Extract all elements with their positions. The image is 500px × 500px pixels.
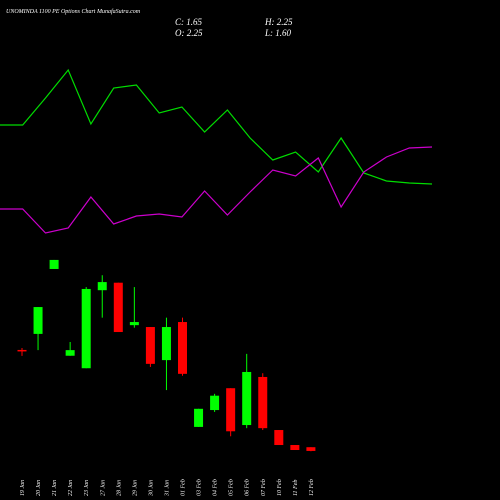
candle-body bbox=[81, 288, 91, 369]
x-tick-label: 27 Jan bbox=[100, 480, 106, 496]
x-tick-label: 06 Feb bbox=[245, 479, 251, 496]
x-tick-label: 23 Jan bbox=[84, 480, 90, 496]
chart-title: UNOMINDA 1100 PE Options Chart MunafaSut… bbox=[6, 8, 141, 15]
close-label: C: 1.65 bbox=[175, 17, 203, 27]
candle-body bbox=[290, 445, 300, 451]
candle-body bbox=[242, 371, 252, 426]
x-tick-label: 01 Feb bbox=[181, 479, 187, 496]
candle-body bbox=[33, 307, 43, 334]
x-tick-label: 31 Jan bbox=[164, 480, 170, 497]
candle-body bbox=[97, 282, 107, 291]
x-tick-label: 03 Feb bbox=[197, 479, 203, 496]
candle-body bbox=[17, 349, 27, 352]
candle-body bbox=[113, 282, 123, 333]
candle-body bbox=[145, 327, 155, 364]
candle-body bbox=[129, 322, 139, 326]
indicator-line bbox=[0, 146, 433, 234]
x-tick-label: 11 Feb bbox=[293, 480, 299, 496]
candle-body bbox=[49, 259, 59, 269]
x-tick-label: 19 Jan bbox=[20, 480, 26, 496]
x-tick-label: 20 Jan bbox=[36, 480, 42, 496]
open-label: O: 2.25 bbox=[175, 28, 203, 38]
candle-body bbox=[65, 350, 75, 356]
x-tick-label: 07 Feb bbox=[261, 479, 267, 496]
x-tick-label: 22 Jan bbox=[68, 480, 74, 496]
candle-body bbox=[194, 408, 204, 427]
high-label: H: 2.25 bbox=[264, 17, 293, 27]
candle-body bbox=[258, 376, 268, 429]
candle-body bbox=[178, 322, 187, 374]
candle-body bbox=[226, 388, 236, 432]
candle-body bbox=[161, 327, 171, 361]
x-tick-label: 10 Feb bbox=[277, 479, 283, 496]
x-tick-label: 30 Jan bbox=[148, 480, 154, 497]
x-tick-label: 05 Feb bbox=[229, 479, 235, 496]
x-tick-label: 28 Jan bbox=[116, 480, 122, 496]
low-label: L: 1.60 bbox=[264, 28, 292, 38]
x-tick-label: 04 Feb bbox=[212, 479, 219, 496]
indicator-line bbox=[0, 68, 433, 185]
candle-body bbox=[306, 447, 316, 451]
x-tick-label: 29 Jan bbox=[132, 480, 138, 496]
x-tick-label: 21 Jan bbox=[52, 480, 58, 496]
x-tick-label: 12 Feb bbox=[309, 479, 315, 496]
candle-body bbox=[274, 430, 284, 446]
candle-body bbox=[210, 395, 220, 411]
